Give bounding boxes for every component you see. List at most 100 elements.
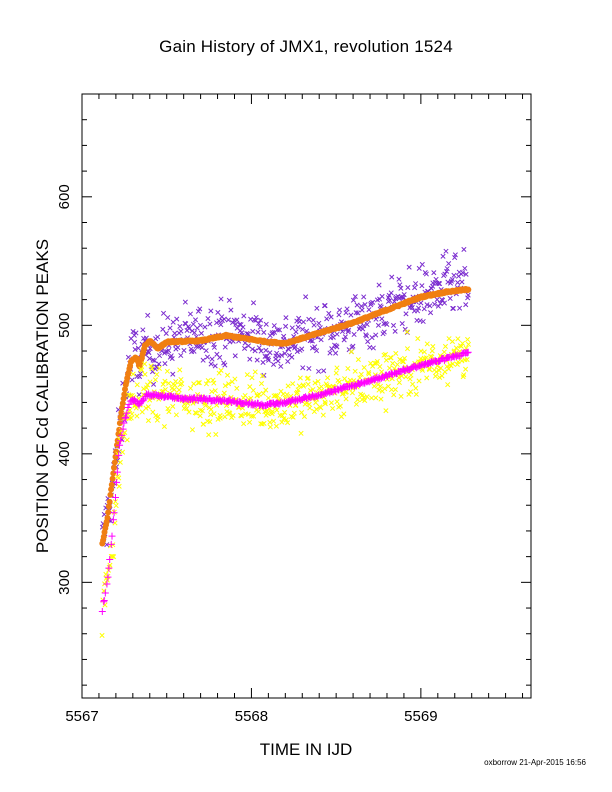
data-point xyxy=(199,345,205,351)
data-point xyxy=(361,365,367,371)
data-point xyxy=(108,481,115,488)
data-point xyxy=(353,401,359,407)
data-point xyxy=(455,359,461,365)
data-point xyxy=(251,413,257,419)
data-point xyxy=(283,323,289,329)
data-point xyxy=(334,365,340,371)
data-point xyxy=(245,411,251,417)
data-point xyxy=(135,345,141,351)
data-point xyxy=(218,296,224,302)
data-point xyxy=(274,327,280,333)
data-point xyxy=(416,305,422,311)
x-tick-label: 5568 xyxy=(235,708,268,725)
data-point xyxy=(342,376,348,382)
data-point xyxy=(100,597,108,605)
data-point xyxy=(461,372,467,378)
data-point xyxy=(197,322,203,328)
data-point xyxy=(216,370,222,376)
data-point xyxy=(403,374,409,380)
data-point xyxy=(410,381,416,387)
data-point xyxy=(263,387,269,393)
data-point xyxy=(341,411,347,417)
data-point xyxy=(387,297,393,304)
data-point xyxy=(208,361,214,367)
data-point xyxy=(391,392,397,398)
data-point xyxy=(274,407,280,413)
data-point xyxy=(147,379,153,385)
data-point xyxy=(336,379,342,385)
data-point xyxy=(232,376,238,382)
data-point xyxy=(370,345,376,351)
data-point xyxy=(172,382,178,388)
data-point xyxy=(337,403,343,409)
data-point xyxy=(146,350,152,356)
data-point xyxy=(406,264,412,270)
data-point xyxy=(191,381,197,387)
data-point xyxy=(334,344,340,350)
data-point xyxy=(379,316,385,322)
data-point xyxy=(382,386,388,392)
series-3 xyxy=(98,348,472,615)
data-point xyxy=(225,317,231,323)
data-point xyxy=(322,399,328,405)
data-point xyxy=(431,270,437,276)
data-point xyxy=(263,321,269,327)
data-point xyxy=(279,413,285,419)
data-point xyxy=(222,344,228,350)
data-point xyxy=(139,397,147,405)
data-point xyxy=(306,316,312,322)
data-point xyxy=(117,414,124,421)
data-point xyxy=(152,377,159,383)
data-point xyxy=(361,323,367,329)
data-point xyxy=(420,318,426,325)
data-point xyxy=(433,276,439,282)
data-point xyxy=(427,366,433,373)
data-point xyxy=(358,371,364,377)
data-point xyxy=(200,421,206,427)
x-axis-label: TIME IN IJD xyxy=(260,740,353,759)
data-point xyxy=(365,339,371,345)
data-point xyxy=(149,366,155,372)
data-point xyxy=(122,386,128,393)
data-point xyxy=(118,409,125,416)
data-point xyxy=(373,395,379,401)
data-point xyxy=(416,378,422,384)
data-point xyxy=(195,308,201,314)
data-point xyxy=(421,306,427,312)
data-point xyxy=(318,384,324,390)
data-point xyxy=(187,311,193,317)
data-point xyxy=(437,374,443,380)
data-point xyxy=(134,413,140,419)
data-point xyxy=(285,383,291,389)
data-point xyxy=(242,345,248,351)
data-point xyxy=(205,378,211,384)
data-point xyxy=(163,330,169,336)
data-point xyxy=(398,393,404,399)
data-point xyxy=(438,365,444,371)
data-point xyxy=(191,348,197,354)
x-tick-label: 5567 xyxy=(65,708,98,725)
data-point xyxy=(310,386,316,393)
data-point xyxy=(166,380,172,386)
data-point xyxy=(154,371,160,377)
data-point xyxy=(99,632,105,638)
data-point xyxy=(122,413,130,421)
data-point xyxy=(109,475,116,482)
axis-ticks-layer: 5567 5568 5569 300 400 500 600 xyxy=(56,94,531,725)
data-point xyxy=(271,418,277,424)
data-point xyxy=(203,348,209,354)
data-point xyxy=(441,300,448,306)
data-point xyxy=(442,271,448,277)
data-point xyxy=(208,308,214,314)
data-point xyxy=(119,400,126,407)
data-point xyxy=(293,329,299,335)
data-point xyxy=(193,410,199,416)
data-point xyxy=(350,343,356,349)
data-point xyxy=(109,516,117,524)
data-point xyxy=(459,340,466,346)
data-point xyxy=(408,389,414,395)
data-point xyxy=(141,386,147,392)
data-point xyxy=(177,367,183,373)
data-point xyxy=(139,367,145,373)
data-point xyxy=(121,414,129,422)
